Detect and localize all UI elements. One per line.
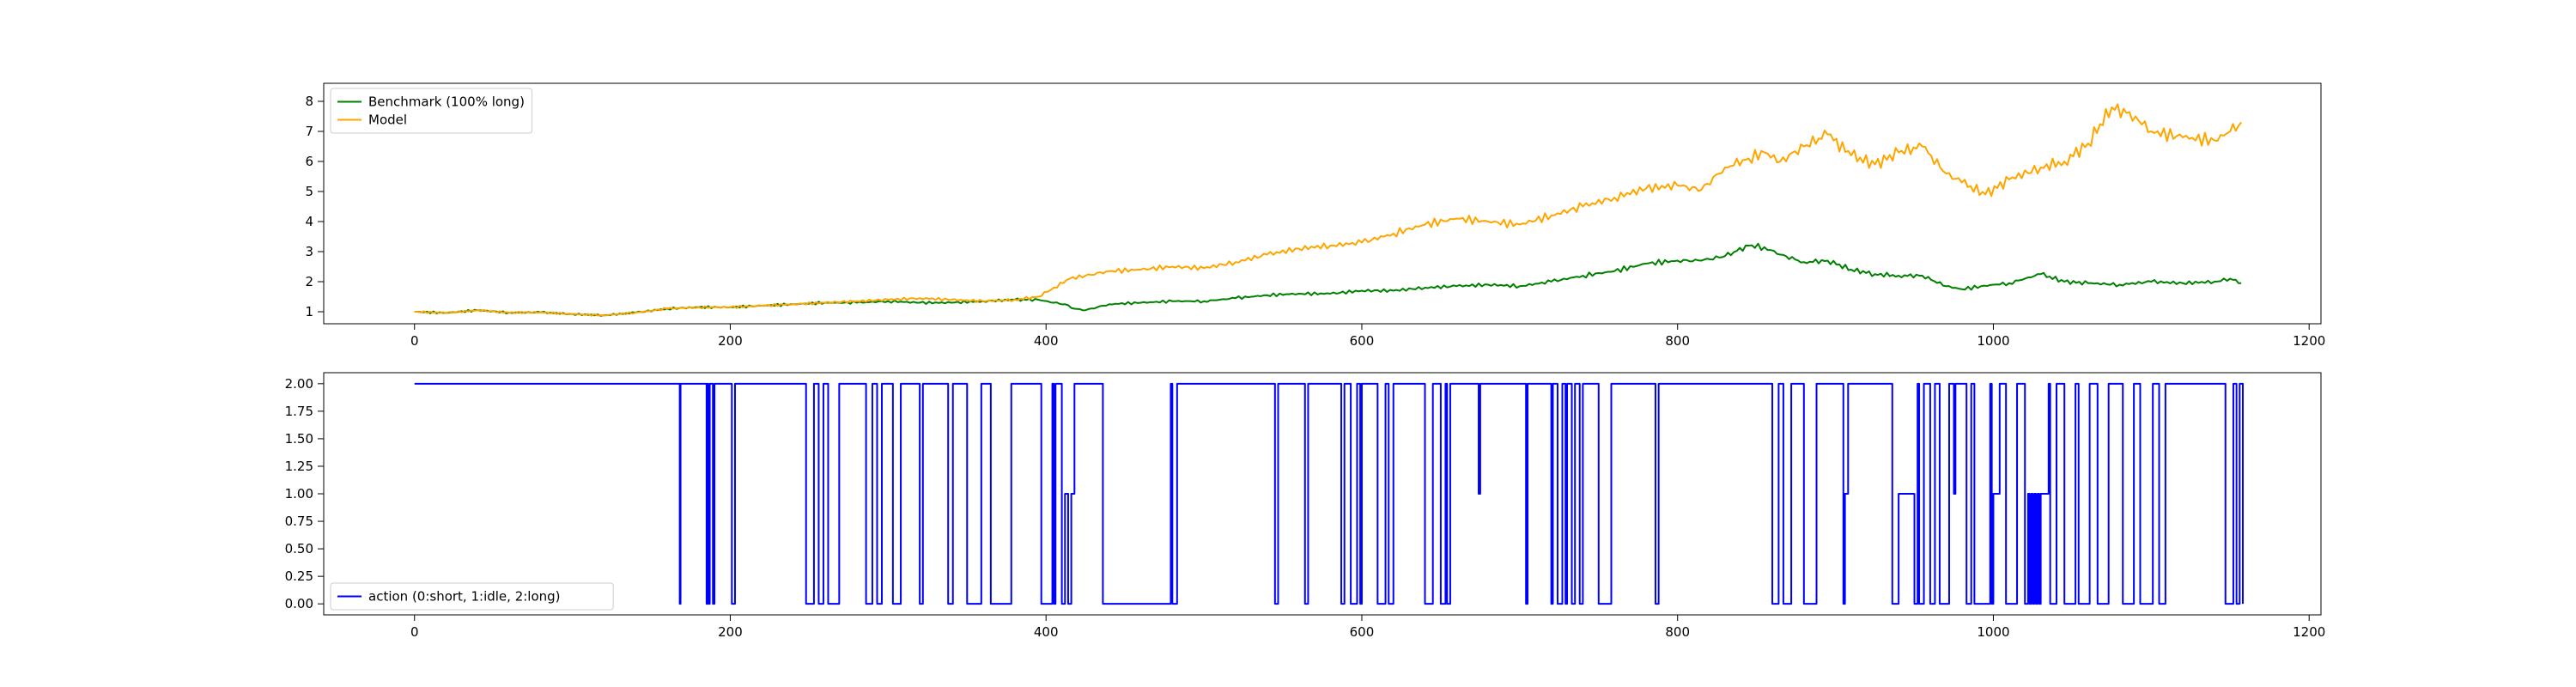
- y-tick-label: 1.50: [285, 431, 313, 447]
- x-tick-label: 600: [1350, 333, 1375, 349]
- equity-series-layer: [414, 103, 2242, 317]
- y-tick-label: 1.00: [285, 486, 313, 502]
- x-tick-label: 0: [410, 333, 419, 349]
- action-ticks-layer: 0 200 400 600 800 1000 1200 0.00 0.25 0.50 0.75 1.0…: [285, 376, 2326, 640]
- x-tick-label: 800: [1665, 333, 1690, 349]
- x-tick-label: 400: [1034, 624, 1059, 640]
- y-tick-label: 0.50: [285, 541, 313, 556]
- y-tick-label: 0.25: [285, 568, 313, 584]
- y-tick-label: 0.00: [285, 596, 313, 611]
- y-tick-label: 7: [305, 124, 313, 139]
- equity-legend: Benchmark (100% long) Model: [330, 88, 533, 134]
- equity-legend-box: [330, 88, 533, 134]
- x-tick-label: 800: [1665, 624, 1690, 640]
- action-panel: 0 200 400 600 800 1000 1200 0.00 0.25 0.50 0.75 1.0…: [285, 372, 2326, 640]
- y-tick-label: 0.75: [285, 514, 313, 529]
- action-legend-box: [330, 582, 614, 611]
- y-tick-label: 8: [305, 94, 313, 109]
- x-tick-label: 1200: [2293, 333, 2325, 349]
- x-tick-label: 1200: [2293, 624, 2325, 640]
- y-tick-label: 5: [305, 184, 313, 199]
- series-line-model: [414, 103, 2242, 317]
- action-legend: action (0:short, 1:idle, 2:long): [330, 582, 614, 611]
- equity-curve-panel: 0 200 400 600 800 1000 1200 1 2 3 4 5 6 7 8 Benchmark …: [305, 82, 2325, 349]
- action-series-layer: [414, 382, 2244, 605]
- equity-axes-background: [324, 83, 2321, 324]
- legend-label-action: action (0:short, 1:idle, 2:long): [368, 589, 561, 605]
- series-line-action: [414, 382, 2244, 605]
- y-tick-label: 6: [305, 154, 313, 169]
- y-tick-label: 2: [305, 274, 313, 289]
- legend-label-model: Model: [368, 112, 407, 128]
- x-tick-label: 400: [1034, 333, 1059, 349]
- y-tick-label: 2.00: [285, 376, 313, 392]
- x-tick-label: 200: [718, 624, 743, 640]
- x-tick-label: 600: [1350, 624, 1375, 640]
- equity-axes-frame: [323, 82, 2322, 325]
- action-axes-background: [324, 373, 2321, 615]
- equity-ticks-layer: 0 200 400 600 800 1000 1200 1 2 3 4 5 6 7 8: [305, 94, 2325, 349]
- x-tick-label: 1000: [1977, 333, 2009, 349]
- legend-label-benchmark: Benchmark (100% long): [368, 94, 525, 110]
- y-tick-label: 4: [305, 214, 313, 229]
- x-tick-label: 1000: [1977, 624, 2009, 640]
- x-tick-label: 0: [410, 624, 419, 640]
- y-tick-label: 1: [305, 304, 313, 319]
- x-tick-label: 200: [718, 333, 743, 349]
- y-tick-label: 1.25: [285, 459, 313, 474]
- y-tick-label: 1.75: [285, 404, 313, 419]
- y-tick-label: 3: [305, 244, 313, 259]
